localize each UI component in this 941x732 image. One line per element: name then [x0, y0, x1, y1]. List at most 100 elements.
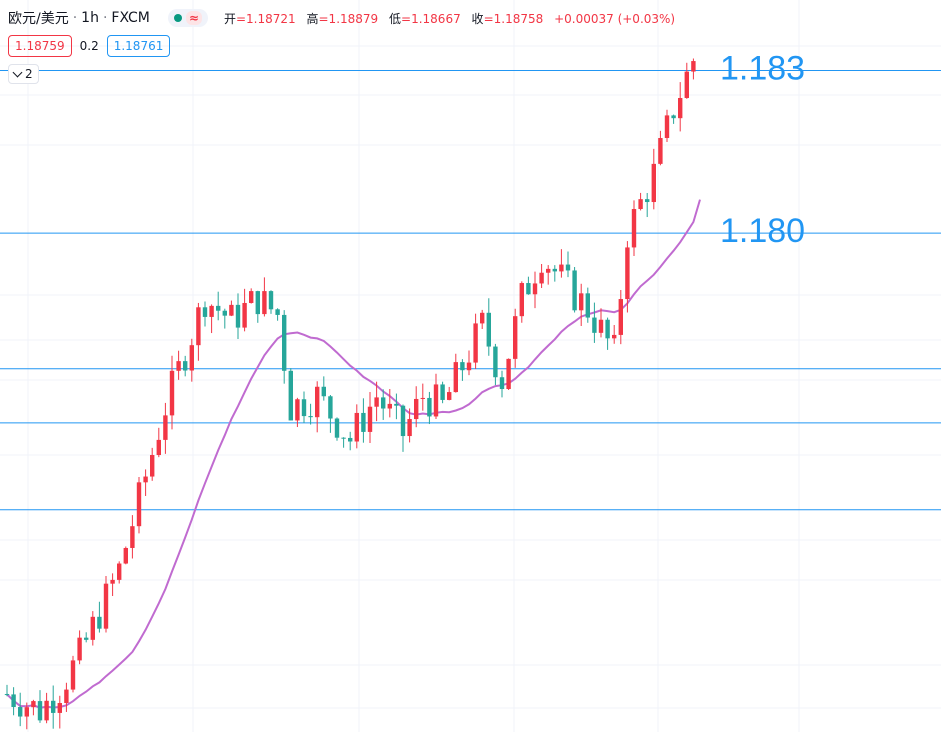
candle-body [526, 283, 531, 295]
candle-body [414, 398, 419, 420]
candle-body [334, 418, 340, 438]
candle-body [546, 268, 551, 273]
candle-body [117, 563, 122, 580]
indicator-count: 2 [25, 67, 33, 81]
candle-body [539, 272, 544, 284]
candle-body [625, 247, 630, 300]
level-label: 1.183 [720, 49, 805, 87]
candle-body [183, 361, 188, 371]
candle-body [242, 302, 247, 328]
candle-body [328, 396, 333, 419]
candle-body [460, 362, 465, 371]
candle-body [367, 406, 373, 432]
candle-body [315, 386, 320, 418]
candle-body [427, 397, 432, 417]
wave-icon: ≈ [185, 11, 202, 25]
candle-body [612, 334, 617, 339]
candle-body [51, 700, 56, 713]
candle-body [486, 312, 491, 347]
candle-body [11, 694, 16, 708]
quote-row: 1.18759 0.2 1.18761 [8, 35, 171, 57]
candle-body [222, 310, 227, 316]
candle-body [268, 291, 274, 310]
candle-body [605, 319, 610, 339]
candle-body [136, 482, 142, 527]
candle-body [110, 579, 115, 584]
candle-body [381, 397, 386, 409]
candle-body [552, 268, 557, 272]
candle-body [64, 689, 69, 704]
candle-body [130, 526, 135, 548]
candle-body [90, 616, 95, 640]
candle-body [77, 637, 82, 661]
candle-body [4, 694, 10, 696]
candle-body [658, 138, 663, 164]
candle-body [44, 700, 49, 721]
candle-body [466, 362, 472, 371]
candle-body [361, 412, 366, 432]
candle-body [592, 317, 597, 333]
separator: · [102, 10, 108, 26]
candle-body [288, 370, 293, 421]
candle-body [691, 61, 696, 72]
candle-body [433, 384, 439, 417]
candle-body [301, 399, 307, 417]
candle-body [70, 660, 76, 690]
candle-body [440, 384, 445, 400]
high-value: =1.18879 [318, 11, 379, 26]
symbol-legend: 欧元/美元 · 1h · FXCM ≈ 开=1.18721 高=1.18879 … [8, 8, 675, 28]
candle-body [37, 701, 43, 721]
interval-label[interactable]: 1h [81, 10, 99, 26]
low-value: =1.18667 [401, 11, 461, 26]
candle-body [249, 291, 254, 303]
candle-body [618, 299, 623, 335]
candle-body [308, 416, 313, 418]
market-status[interactable]: ≈ [167, 9, 208, 27]
candle-body [143, 476, 148, 483]
buy-price-button[interactable]: 1.18761 [106, 35, 171, 57]
candle-body [671, 115, 676, 119]
exchange-label: FXCM [111, 10, 150, 26]
candle-body [24, 707, 29, 717]
sell-price-button[interactable]: 1.18759 [8, 35, 72, 57]
candle-body [84, 637, 89, 640]
candle-body [585, 293, 590, 318]
candle-body [150, 455, 155, 477]
candle-body [480, 312, 485, 324]
candle-body [282, 314, 287, 371]
candle-body [295, 399, 300, 421]
candle-body [216, 305, 221, 311]
candle-body [400, 405, 406, 437]
candle-body [420, 397, 425, 399]
candle-body [579, 293, 584, 311]
change-value: +0.00037 (+0.03%) [554, 11, 676, 26]
candle-body [453, 362, 458, 393]
spread-value: 0.2 [79, 39, 99, 53]
candle-body [499, 377, 505, 390]
candle-body [156, 439, 161, 456]
candle-body [235, 304, 241, 328]
low-label: 低 [389, 11, 402, 26]
candle-body [387, 403, 392, 409]
candle-body [321, 386, 326, 397]
candle-body [374, 397, 379, 407]
candle-body [532, 283, 538, 295]
symbol-name[interactable]: 欧元/美元 [8, 11, 69, 27]
candle-body [394, 403, 399, 406]
open-value: =1.18721 [235, 11, 296, 26]
chevron-down-icon [12, 67, 23, 77]
candle-body [638, 199, 643, 210]
close-value: =1.18758 [483, 11, 544, 26]
candle-body [341, 437, 346, 439]
candle-body [103, 583, 109, 629]
candle-body [473, 323, 478, 363]
open-label: 开 [223, 11, 236, 26]
candle-body [684, 71, 689, 98]
candle-body [348, 437, 353, 442]
candle-body [559, 264, 564, 272]
candle-body [189, 345, 194, 371]
candle-body [447, 392, 452, 400]
indicators-toggle-button[interactable]: 2 [8, 64, 39, 84]
